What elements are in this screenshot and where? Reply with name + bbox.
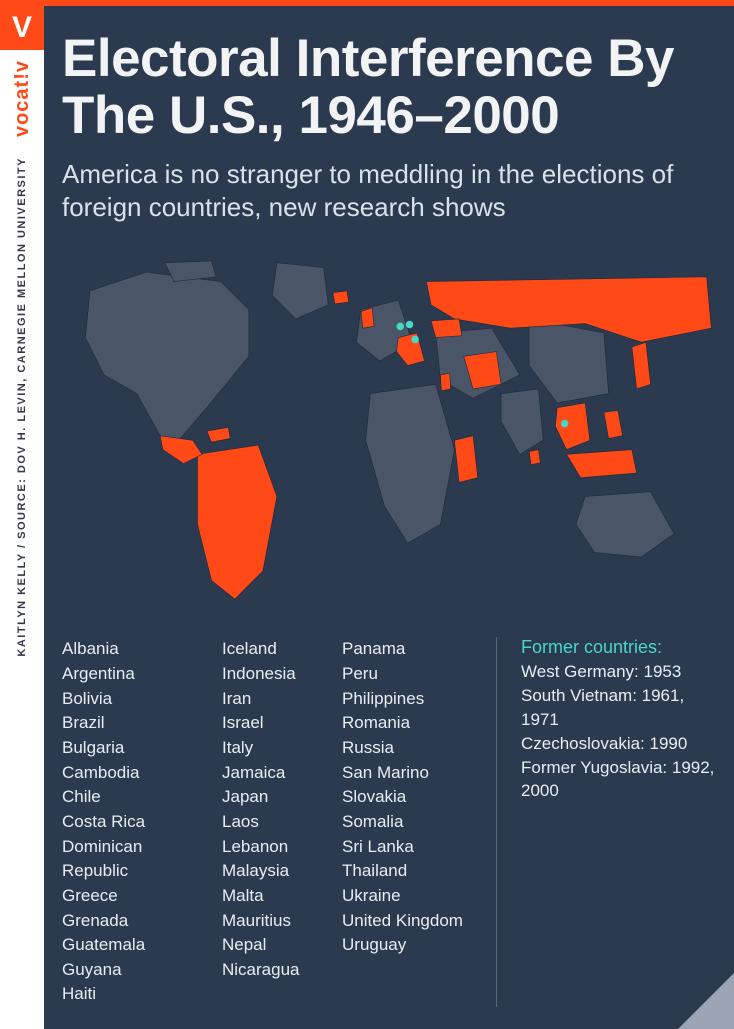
country-item: Costa Rica — [62, 810, 202, 835]
map-dot — [406, 321, 413, 328]
country-item: Chile — [62, 785, 202, 810]
sidebar: V vocat!v KAITLYN KELLY / SOURCE: DOV H.… — [0, 6, 44, 1029]
country-item: Mauritius — [222, 909, 322, 934]
country-item: Bulgaria — [62, 736, 202, 761]
country-item: Guyana — [62, 958, 202, 983]
vertical-divider — [496, 637, 497, 1007]
country-item: Nicaragua — [222, 958, 322, 983]
country-item: Somalia — [342, 810, 472, 835]
country-item: Peru — [342, 662, 472, 687]
country-item: Albania — [62, 637, 202, 662]
country-col-3: PanamaPeruPhilippinesRomaniaRussiaSan Ma… — [342, 637, 472, 1007]
country-item: Argentina — [62, 662, 202, 687]
country-col-1: AlbaniaArgentinaBoliviaBrazilBulgariaCam… — [62, 637, 202, 1007]
brand-name: vocat!v — [11, 60, 34, 137]
logo-mark: V — [0, 6, 44, 50]
country-item: Bolivia — [62, 687, 202, 712]
country-item: Grenada — [62, 909, 202, 934]
country-item: Indonesia — [222, 662, 322, 687]
map-dot — [561, 420, 568, 427]
country-item: Lebanon — [222, 835, 322, 860]
source-credit: KAITLYN KELLY / SOURCE: DOV H. LEVIN, CA… — [16, 157, 28, 657]
former-country-item: Former Yugoslavia: 1992, 2000 — [521, 756, 716, 804]
main-content: Electoral Interference By The U.S., 1946… — [62, 30, 716, 1007]
country-item: Sri Lanka — [342, 835, 472, 860]
country-item: Laos — [222, 810, 322, 835]
world-map — [62, 241, 716, 621]
country-item: Romania — [342, 711, 472, 736]
country-item: Haiti — [62, 982, 202, 1007]
map-dot — [411, 336, 418, 343]
top-accent-bar — [0, 0, 734, 6]
country-item: United Kingdom — [342, 909, 472, 934]
world-map-svg — [62, 241, 716, 621]
country-item: Dominican Republic — [62, 835, 202, 884]
country-item: Iran — [222, 687, 322, 712]
former-countries: Former countries: West Germany: 1953Sout… — [521, 637, 716, 1007]
country-item: Nepal — [222, 933, 322, 958]
country-item: Slovakia — [342, 785, 472, 810]
country-item: Jamaica — [222, 761, 322, 786]
country-item: Guatemala — [62, 933, 202, 958]
former-heading: Former countries: — [521, 637, 716, 658]
country-item: Philippines — [342, 687, 472, 712]
country-item: Ukraine — [342, 884, 472, 909]
country-item: Malaysia — [222, 859, 322, 884]
country-item: Japan — [222, 785, 322, 810]
country-item: Italy — [222, 736, 322, 761]
corner-fold-icon — [678, 973, 734, 1029]
country-item: Israel — [222, 711, 322, 736]
former-country-item: West Germany: 1953 — [521, 660, 716, 684]
country-item: Brazil — [62, 711, 202, 736]
country-item: Iceland — [222, 637, 322, 662]
subheadline: America is no stranger to meddling in th… — [62, 158, 716, 223]
country-item: Malta — [222, 884, 322, 909]
country-item: Thailand — [342, 859, 472, 884]
country-item: Greece — [62, 884, 202, 909]
headline: Electoral Interference By The U.S., 1946… — [62, 30, 716, 144]
country-item: Panama — [342, 637, 472, 662]
country-col-2: IcelandIndonesiaIranIsraelItalyJamaicaJa… — [222, 637, 322, 1007]
country-item: San Marino — [342, 761, 472, 786]
map-dot — [396, 323, 403, 330]
country-item: Russia — [342, 736, 472, 761]
country-item: Cambodia — [62, 761, 202, 786]
former-country-item: Czechoslovakia: 1990 — [521, 732, 716, 756]
former-country-item: South Vietnam: 1961, 1971 — [521, 684, 716, 732]
country-lists: AlbaniaArgentinaBoliviaBrazilBulgariaCam… — [62, 637, 716, 1007]
country-item: Uruguay — [342, 933, 472, 958]
